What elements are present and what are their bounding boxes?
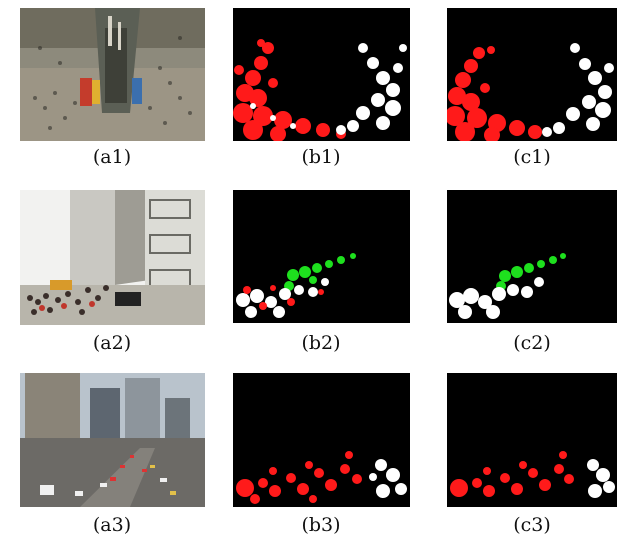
photo-a3-highway-traffic <box>20 373 205 507</box>
caption-c2: (c2) <box>513 332 551 354</box>
mask-b3 <box>233 373 410 507</box>
caption-a2: (a2) <box>92 332 132 354</box>
mask-b2 <box>233 190 410 323</box>
caption-a3: (a3) <box>92 514 132 536</box>
photo-a2-building-crowd <box>20 190 205 325</box>
caption-b3: (b3) <box>301 514 341 536</box>
mask-b1 <box>233 8 410 141</box>
caption-b2: (b2) <box>301 332 341 354</box>
caption-a1: (a1) <box>92 146 132 168</box>
caption-b1: (b1) <box>301 146 341 168</box>
photo-a1-crowd-ship <box>20 8 205 141</box>
mask-c2 <box>447 190 617 323</box>
caption-c1: (c1) <box>513 146 551 168</box>
mask-c3 <box>447 373 617 507</box>
mask-c1 <box>447 8 617 141</box>
caption-c3: (c3) <box>513 514 551 536</box>
